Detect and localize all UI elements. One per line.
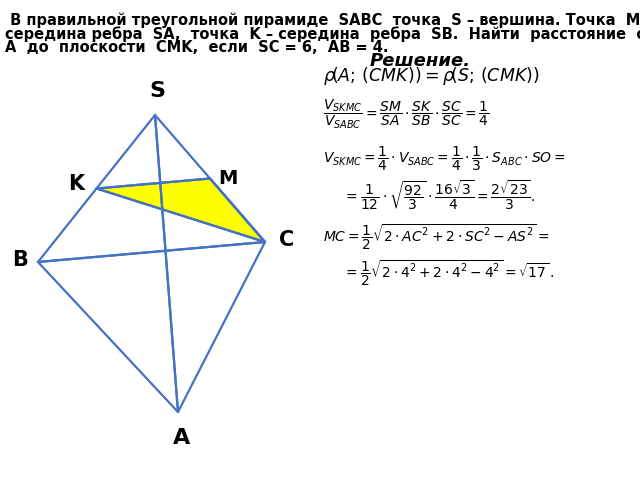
Text: $V_{SKMC} = \dfrac{1}{4}\cdot V_{SABC} = \dfrac{1}{4}\cdot\dfrac{1}{3}\cdot S_{A: $V_{SKMC} = \dfrac{1}{4}\cdot V_{SABC} =… <box>323 145 566 173</box>
Text: $\rho\!\left(A;\,(CMK)\right) = \rho\!\left(S;\,(CMK)\right)$: $\rho\!\left(A;\,(CMK)\right) = \rho\!\l… <box>323 65 540 87</box>
Text: A: A <box>173 428 191 448</box>
Text: B: B <box>12 250 28 270</box>
Text: середина ребра  SA,  точка  K – середина  ребра  SB.  Найти  расстояние  от верш: середина ребра SA, точка K – середина ре… <box>5 26 640 42</box>
Text: A  до  плоскости  CMK,  если  SC = 6,  AB = 4.: A до плоскости CMK, если SC = 6, AB = 4. <box>5 40 388 55</box>
Text: $= \dfrac{1}{12}\cdot\sqrt{\dfrac{92}{3}}\cdot\dfrac{16\sqrt{3}}{4} = \dfrac{2\s: $= \dfrac{1}{12}\cdot\sqrt{\dfrac{92}{3}… <box>343 178 535 212</box>
Text: $\dfrac{V_{SKMC}}{V_{SABC}} = \dfrac{SM}{SA}\cdot\dfrac{SK}{SB}\cdot\dfrac{SC}{S: $\dfrac{V_{SKMC}}{V_{SABC}} = \dfrac{SM}… <box>323 98 490 131</box>
Text: C: C <box>280 230 294 250</box>
Text: M: M <box>218 169 237 188</box>
Text: Решение.: Решение. <box>369 52 470 70</box>
Text: S: S <box>149 81 165 101</box>
Text: В правильной треугольной пирамиде  SABC  точка  S – вершина. Точка  M –: В правильной треугольной пирамиде SABC т… <box>5 12 640 27</box>
Text: $= \dfrac{1}{2}\sqrt{2\cdot 4^{2}+2\cdot 4^{2}-4^{2}} = \sqrt{17}\,.$: $= \dfrac{1}{2}\sqrt{2\cdot 4^{2}+2\cdot… <box>343 258 554 288</box>
Text: $MC = \dfrac{1}{2}\sqrt{2\cdot AC^{2}+2\cdot SC^{2}-AS^{2}} =$: $MC = \dfrac{1}{2}\sqrt{2\cdot AC^{2}+2\… <box>323 222 550 252</box>
Text: K: K <box>68 175 84 194</box>
Polygon shape <box>97 179 265 242</box>
